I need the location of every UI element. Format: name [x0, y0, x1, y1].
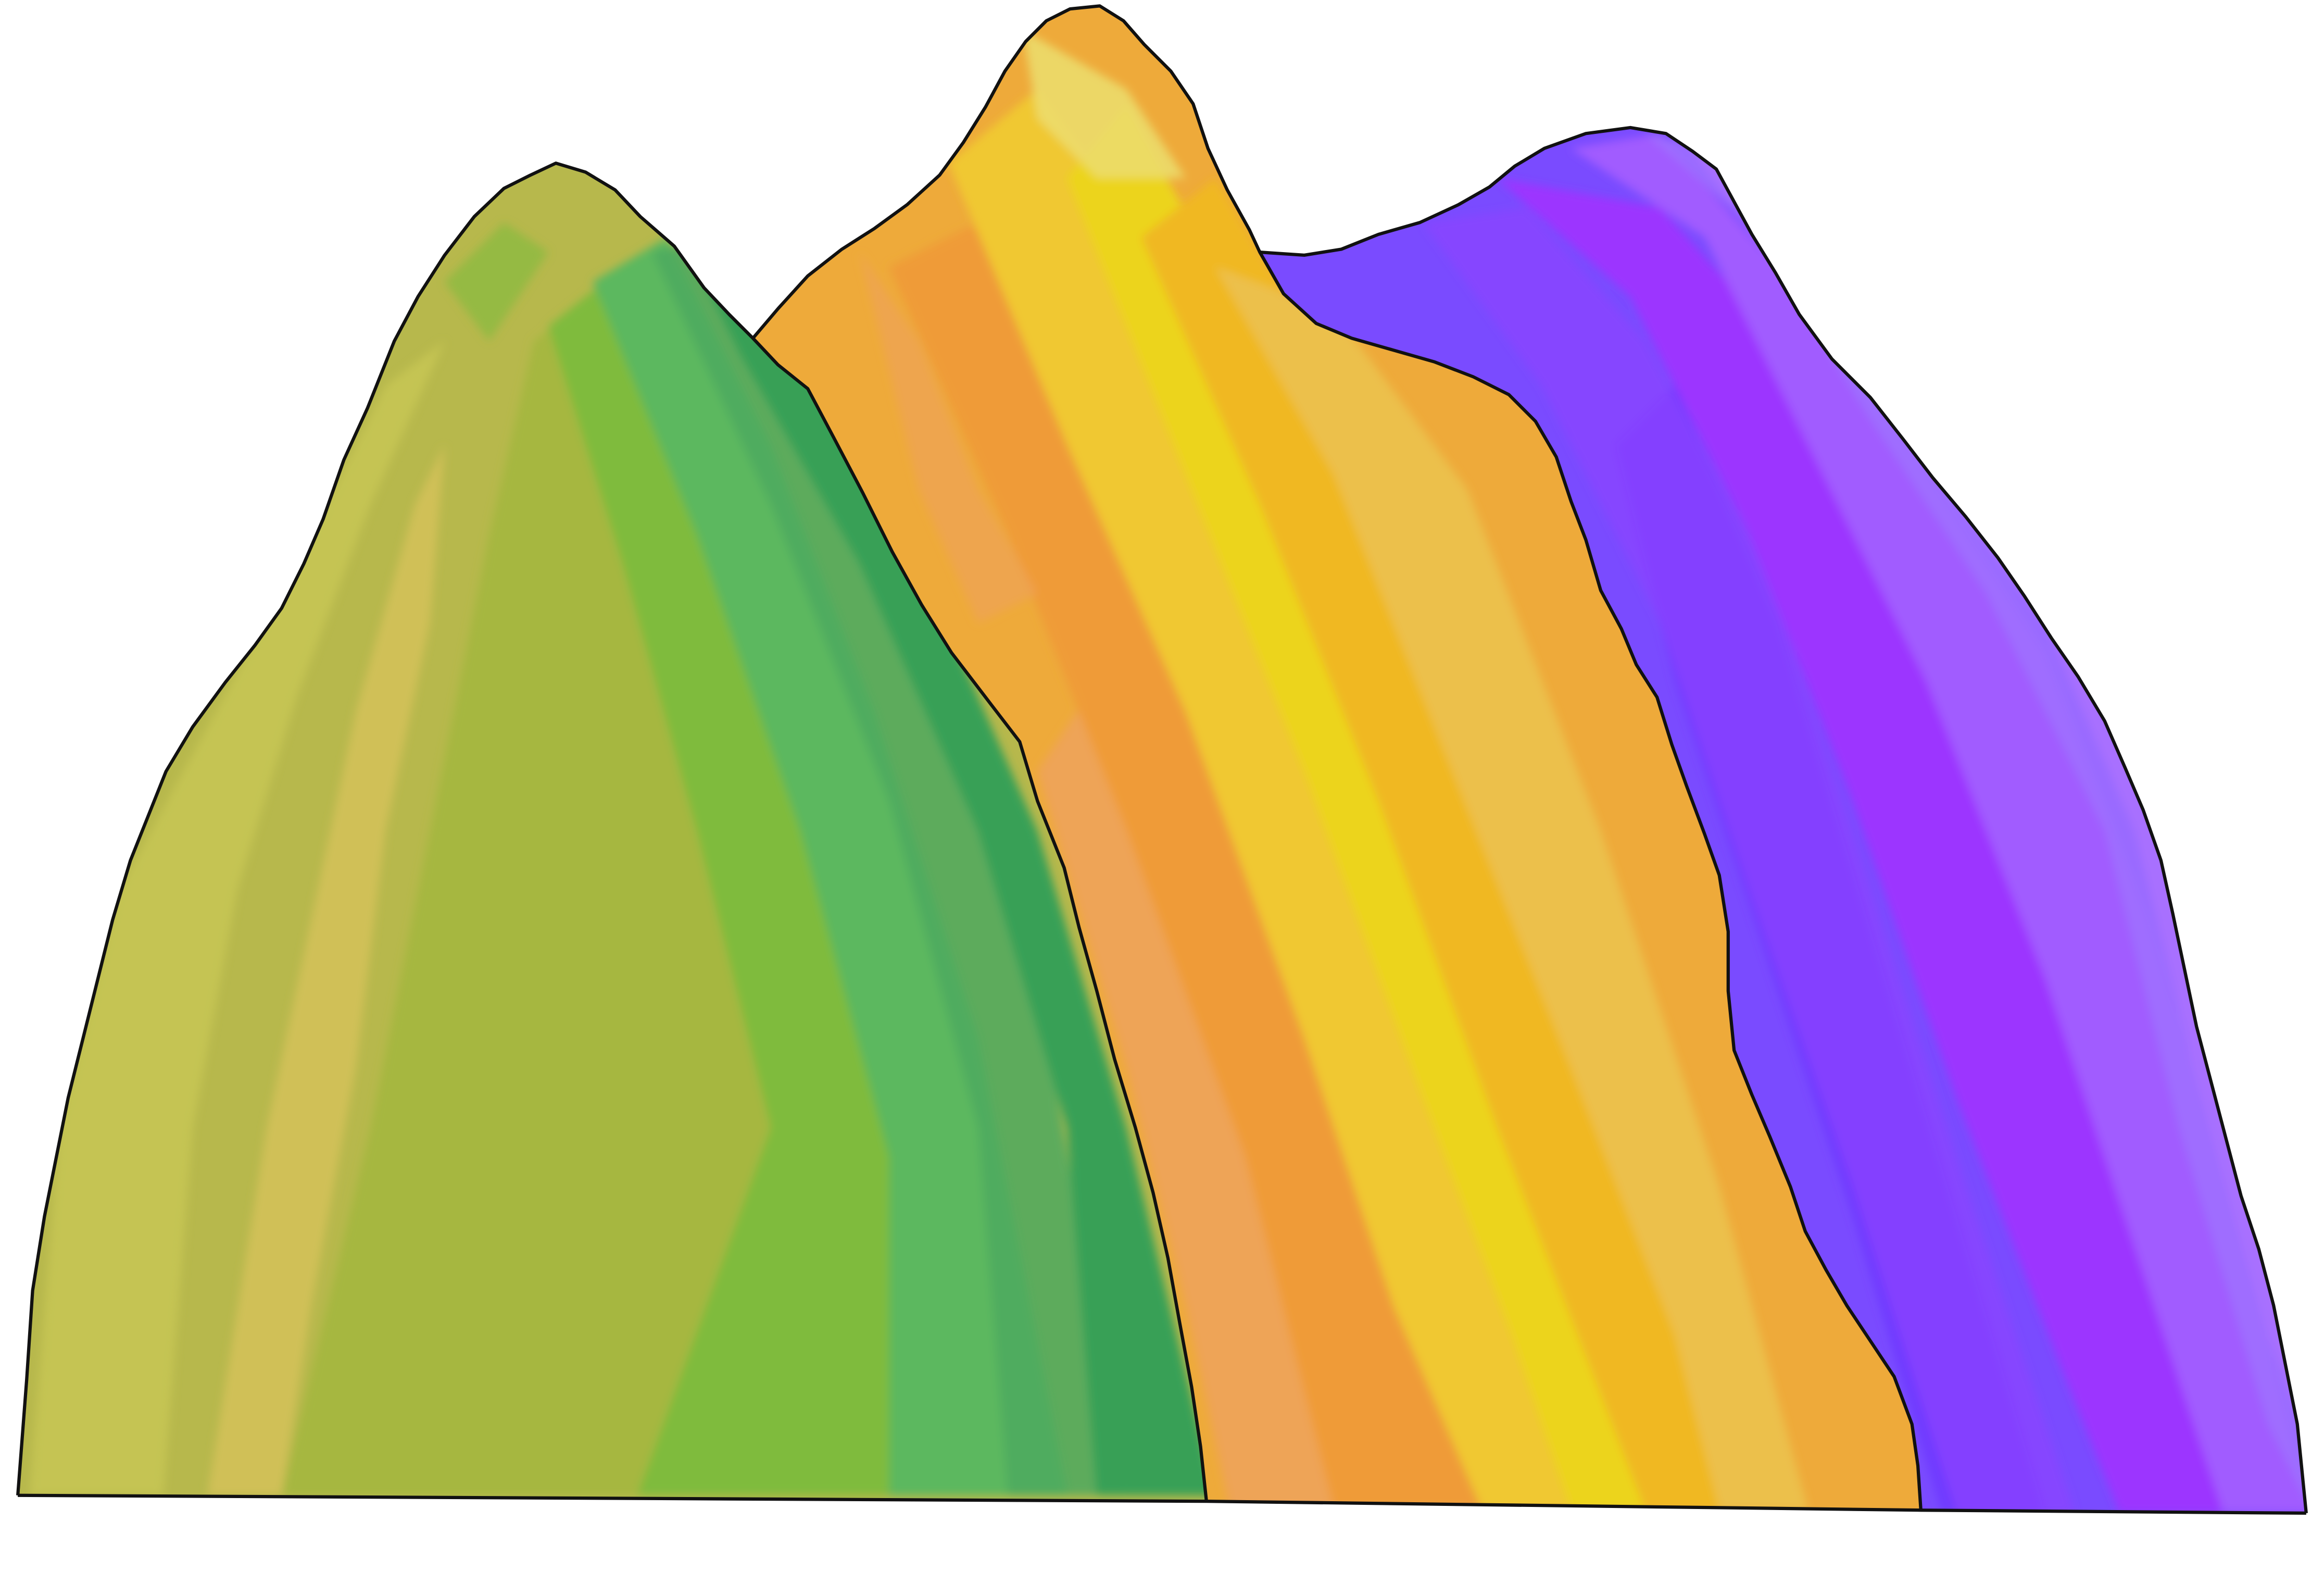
orange-yellow-peak-stripes	[859, 29, 1808, 1511]
ground-line	[18, 1493, 2306, 1515]
green-peak-stripes	[29, 222, 1207, 1495]
outlines	[16, 4, 2308, 1515]
green-peak-outline	[16, 161, 1209, 1502]
purple-peak-outline	[1260, 126, 2308, 1514]
orange-yellow-peak-outline	[751, 4, 1923, 1511]
